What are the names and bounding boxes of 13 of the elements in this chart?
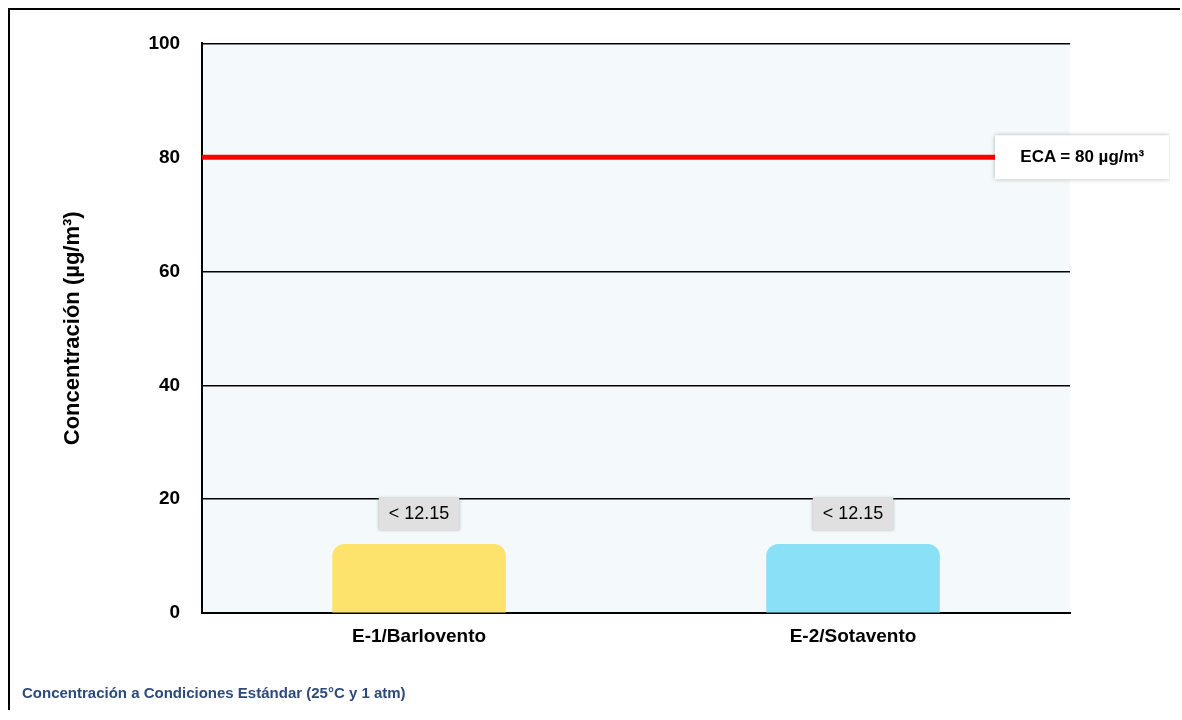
y-tick-label: 80 bbox=[158, 145, 181, 167]
y-axis-title: Concentración (µg/m³) bbox=[59, 211, 85, 446]
y-tick-label: 40 bbox=[158, 373, 181, 395]
data-label: < 12.15 bbox=[822, 502, 884, 523]
y-tick-label: 60 bbox=[158, 259, 181, 281]
x-tick-label: E-1/Barlovento bbox=[352, 624, 487, 646]
y-tick-label: 20 bbox=[158, 487, 181, 509]
y-tick-label: 100 bbox=[148, 31, 181, 53]
text: Concentración a Condiciones Estándar (25°C y 1 atm) bbox=[22, 684, 407, 701]
data-label: < 12.15 bbox=[388, 502, 450, 523]
x-tick-label: E-2/Sotavento bbox=[789, 624, 917, 646]
y-tick-label: 0 bbox=[169, 601, 181, 623]
ref-line-label: ECA = 80 µg/m³ bbox=[1020, 147, 1145, 167]
